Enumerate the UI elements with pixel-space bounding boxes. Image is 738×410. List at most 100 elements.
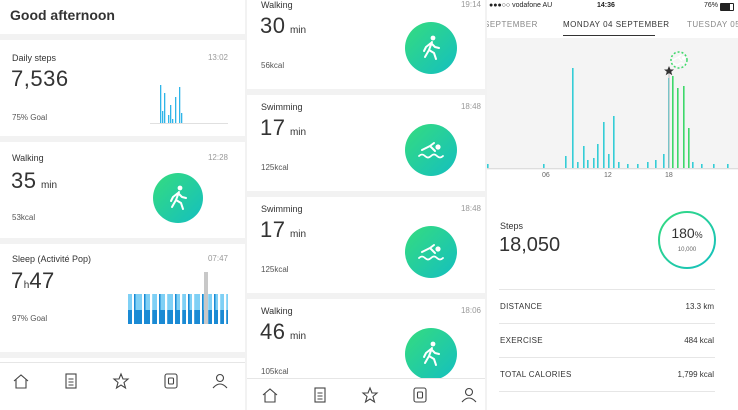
sleep-awake [150, 290, 153, 324]
chart-bar [618, 162, 620, 168]
chart-bar [181, 113, 183, 123]
card-title: Walking [261, 0, 293, 10]
goal: 75% Goal [12, 113, 48, 122]
chart-bar [647, 162, 649, 168]
day-steps-chart [487, 38, 738, 170]
chart-bar [655, 160, 657, 168]
gap [247, 293, 485, 299]
sleep-phase [175, 294, 177, 324]
icon-shape [215, 373, 225, 383]
icon-shape [13, 374, 29, 389]
icon-shape [112, 372, 130, 390]
activity-badge [405, 124, 457, 176]
chart-bar [688, 128, 690, 168]
duration: 30 min [260, 13, 306, 39]
stat-label: EXERCISE [500, 336, 543, 345]
nav-journal[interactable] [65, 373, 77, 389]
icon-shape [65, 373, 77, 389]
minutes: 47 [29, 268, 55, 293]
card-time: 12:28 [207, 153, 228, 162]
sleep-phase [214, 294, 216, 324]
card-time: 18:48 [460, 102, 481, 111]
duration-unit: min [289, 25, 307, 36]
nav-favorites[interactable] [361, 386, 379, 404]
sleep-phase [188, 294, 190, 324]
percent-value: 180 [671, 225, 695, 241]
activity-badge [405, 328, 457, 380]
chart-bar [597, 144, 599, 168]
nav-journal[interactable] [314, 387, 326, 403]
chart-bar [593, 158, 595, 168]
carrier: ●●●○○ vodafone AU [489, 2, 553, 9]
card-title: Swimming [261, 204, 303, 214]
activity-badge [405, 226, 457, 278]
icon-shape [167, 377, 175, 385]
nav-devices[interactable] [164, 373, 178, 389]
gap [0, 352, 245, 358]
kcal: 53kcal [12, 213, 36, 222]
gap [247, 191, 485, 197]
sleep-awake [186, 290, 189, 324]
chart-bar [608, 154, 610, 168]
chart-bar [677, 88, 679, 168]
chart-bar [565, 156, 567, 168]
card-time: 18:48 [460, 204, 481, 213]
nav-favorites[interactable] [112, 372, 130, 390]
sleep-phase [159, 294, 161, 324]
chart-bar [587, 160, 589, 168]
nav-profile[interactable] [212, 373, 228, 389]
icon-shape [314, 387, 326, 403]
nav-profile[interactable] [461, 387, 477, 403]
duration-value: 35 [11, 168, 37, 193]
badge-circle [405, 124, 457, 176]
stat-value: 13.3 km [685, 302, 714, 311]
kcal: 56kcal [261, 61, 285, 70]
percent-unit: % [694, 230, 703, 240]
nav-home[interactable] [262, 388, 278, 403]
divider [485, 0, 487, 410]
card-time: 13:02 [207, 53, 228, 62]
chart-bar [162, 111, 164, 123]
sleep-awake [142, 290, 145, 324]
chart-hour-label: 12 [604, 172, 612, 179]
kcal: 125kcal [261, 265, 289, 274]
chart-bar [583, 146, 585, 168]
chart-bar [683, 86, 685, 168]
chart-bar [627, 164, 629, 168]
divider [245, 0, 247, 410]
date-tab-active[interactable]: MONDAY 04 SEPTEMBER [563, 20, 670, 29]
stat-value: 1,799 kcal [677, 370, 714, 379]
chart-bar [701, 164, 703, 168]
tab-underline [563, 35, 655, 36]
card-title: Walking [261, 306, 293, 316]
chart-bar [713, 164, 715, 168]
duration-unit: min [289, 229, 307, 240]
nav-devices[interactable] [413, 387, 427, 403]
nav-home[interactable] [13, 374, 29, 389]
activity-badge [153, 173, 203, 223]
gap [0, 34, 245, 40]
chart-bar [168, 115, 170, 123]
duration-value: 46 [260, 319, 286, 344]
battery-level [721, 4, 730, 10]
duration-value: 17 [260, 217, 286, 242]
chart-activity-bg [670, 51, 688, 69]
icon-shape [461, 397, 477, 403]
sleep-awake [173, 290, 176, 324]
sleep-awake [157, 290, 160, 324]
chart-bar [572, 68, 574, 168]
icon-shape [361, 386, 379, 404]
separator [499, 289, 715, 290]
sleep-duration: 7h47 [11, 268, 55, 294]
duration: 17 min [260, 115, 306, 141]
chart-bar [172, 119, 174, 123]
card-title: Daily steps [12, 53, 57, 63]
date-tab[interactable]: SEPTEMBER [487, 20, 538, 29]
icon-shape [413, 387, 427, 403]
sleep-awake [200, 290, 203, 324]
chart-bar [663, 154, 665, 168]
duration: 35 min [11, 168, 57, 194]
steps-value: 7,536 [11, 66, 69, 91]
sleep-awake [212, 290, 215, 324]
date-tab[interactable]: TUESDAY 05 [687, 20, 738, 29]
